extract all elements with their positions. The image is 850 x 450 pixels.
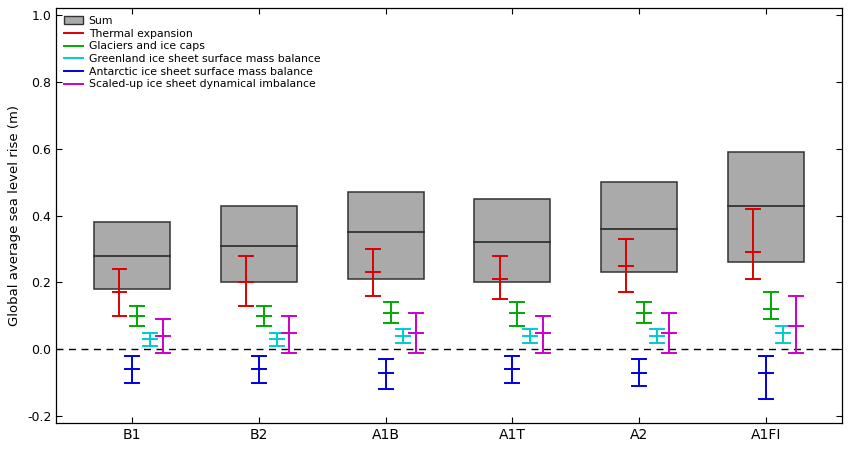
Y-axis label: Global average sea level rise (m): Global average sea level rise (m) [8, 105, 21, 326]
Legend: Sum, Thermal expansion, Glaciers and ice caps, Greenland ice sheet surface mass : Sum, Thermal expansion, Glaciers and ice… [61, 14, 322, 92]
Bar [601, 182, 677, 272]
Bar [474, 199, 550, 283]
Bar [348, 192, 423, 279]
Bar [221, 206, 297, 283]
Bar [94, 222, 170, 289]
Bar [728, 152, 803, 262]
